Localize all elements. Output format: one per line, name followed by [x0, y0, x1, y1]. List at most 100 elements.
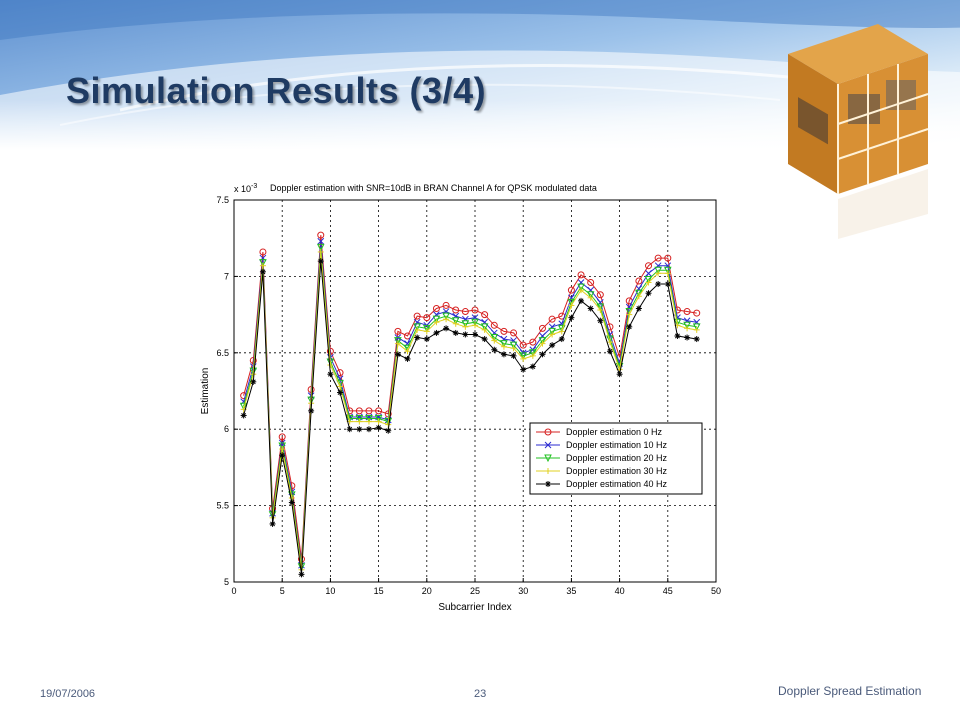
data-point	[549, 342, 556, 349]
data-point	[616, 371, 623, 378]
data-point	[654, 266, 662, 275]
data-point	[693, 326, 700, 333]
data-point	[645, 262, 653, 270]
data-point	[472, 322, 478, 329]
legend-marker	[545, 481, 551, 487]
data-point	[356, 426, 363, 433]
data-point	[365, 407, 373, 415]
data-point	[693, 336, 700, 343]
data-point	[558, 328, 565, 335]
data-point	[673, 318, 682, 327]
series-4	[240, 258, 700, 578]
data-point	[394, 337, 402, 345]
data-point	[645, 279, 652, 286]
data-point	[365, 418, 372, 425]
data-point	[472, 331, 478, 338]
legend-label: Doppler estimation 40 Hz	[566, 479, 668, 489]
y-tick-label: 7	[224, 271, 229, 281]
data-point	[471, 318, 479, 327]
data-point	[481, 311, 489, 319]
data-point	[240, 412, 247, 419]
data-point	[365, 426, 372, 433]
data-point	[520, 355, 527, 362]
data-point	[404, 355, 411, 362]
data-point	[365, 415, 373, 423]
data-point	[606, 348, 613, 355]
legend-marker	[544, 428, 552, 436]
data-point	[587, 305, 594, 312]
data-point	[578, 297, 585, 304]
data-point	[356, 418, 363, 425]
data-point	[587, 279, 595, 287]
data-point	[345, 415, 354, 423]
data-point	[404, 348, 411, 355]
data-point	[462, 323, 469, 330]
data-point	[500, 343, 507, 350]
legend-label: Doppler estimation 20 Hz	[566, 453, 668, 463]
data-point	[548, 315, 556, 323]
x-axis-label: Subcarrier Index	[438, 602, 511, 612]
data-point	[529, 363, 536, 370]
y-tick-label: 5.5	[216, 501, 229, 511]
data-point	[317, 248, 324, 255]
data-point	[596, 303, 605, 312]
data-point	[490, 334, 499, 342]
data-point	[269, 520, 276, 527]
data-point	[317, 231, 325, 239]
data-point	[375, 424, 382, 431]
data-point	[596, 291, 604, 299]
data-point	[452, 320, 459, 327]
data-point	[519, 352, 528, 360]
x-tick-label: 30	[518, 586, 528, 596]
data-point	[510, 352, 517, 359]
data-point	[500, 327, 508, 335]
data-point	[510, 345, 517, 352]
legend-label: Doppler estimation 0 Hz	[566, 427, 663, 437]
data-point	[279, 452, 286, 459]
data-point	[259, 262, 266, 269]
data-point	[655, 270, 662, 277]
data-point	[355, 415, 364, 423]
chart-legend: Doppler estimation 0 Hz Doppler estimatio…	[529, 422, 703, 495]
data-point	[577, 283, 585, 292]
data-point	[664, 270, 671, 277]
data-point	[327, 371, 334, 378]
legend-label: Doppler estimation 30 Hz	[566, 466, 668, 476]
x-tick-label: 10	[325, 586, 335, 596]
data-point	[298, 571, 305, 578]
y-tick-label: 6.5	[216, 348, 229, 358]
data-point	[432, 304, 440, 312]
x-tick-label: 50	[711, 586, 721, 596]
exponent-label: x 10-3	[234, 183, 257, 194]
data-point	[635, 293, 642, 300]
data-point	[279, 446, 286, 453]
data-point	[568, 302, 575, 309]
legend-marker	[544, 441, 552, 449]
x-tick-label: 5	[280, 586, 285, 596]
data-point	[278, 433, 286, 441]
data-point	[655, 281, 662, 288]
footer-topic: Doppler Spread Estimation	[778, 684, 922, 698]
data-point	[259, 248, 267, 256]
data-point	[664, 281, 671, 288]
data-point	[606, 335, 614, 344]
data-point	[529, 349, 537, 357]
legend-marker	[544, 454, 552, 463]
data-point	[635, 305, 642, 312]
data-point	[413, 323, 421, 331]
data-point	[635, 289, 643, 298]
data-point	[327, 362, 334, 369]
data-point	[433, 329, 440, 336]
data-point	[433, 319, 440, 326]
data-point	[249, 367, 258, 376]
data-point	[500, 351, 507, 358]
data-point	[683, 308, 691, 316]
data-point	[692, 323, 701, 331]
data-point	[539, 351, 546, 358]
data-point	[684, 325, 691, 332]
data-point	[626, 323, 633, 330]
data-point	[491, 346, 498, 353]
data-point	[529, 352, 536, 359]
data-point	[461, 320, 470, 328]
